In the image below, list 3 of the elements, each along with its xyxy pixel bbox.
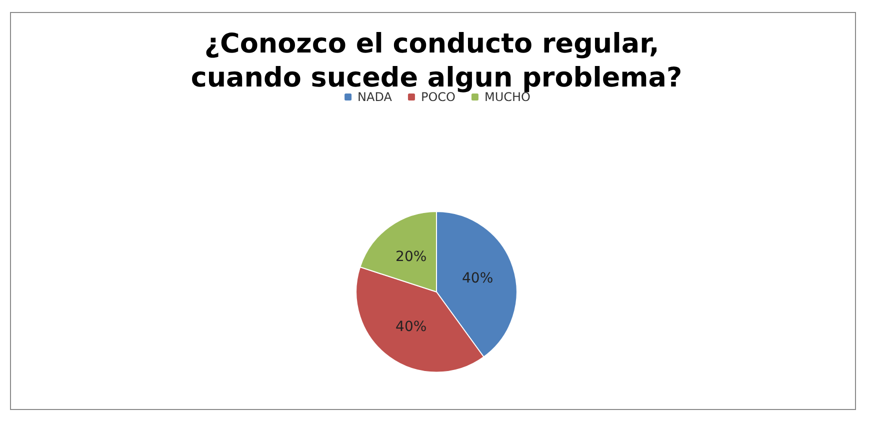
data-label: 20% bbox=[396, 248, 427, 265]
data-label: 40% bbox=[462, 270, 494, 287]
data-label: 40% bbox=[396, 318, 427, 335]
